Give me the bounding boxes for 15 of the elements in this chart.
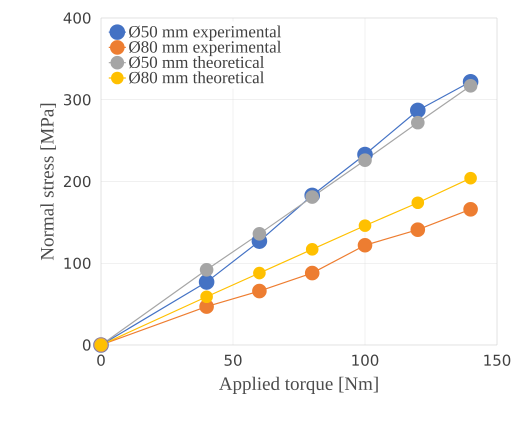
legend-label: Ø80 mm theoretical [129, 71, 264, 84]
x-tick-label: 150 [484, 354, 510, 366]
y-tick-label: 200 [64, 176, 90, 188]
legend-label: Ø50 mm theoretical [129, 56, 264, 68]
y-axis-title: Normal stress [MPa] [40, 104, 56, 260]
y-tick-label: 400 [64, 12, 90, 24]
x-tick-label: 100 [352, 354, 378, 366]
legend-label: Ø80 mm experimental [129, 40, 282, 56]
legend-label: Ø50 mm experimental [129, 25, 282, 41]
y-tick-label: 0 [82, 339, 90, 351]
y-tick-label: 300 [64, 94, 90, 106]
x-tick-label: 50 [224, 354, 242, 366]
y-tick-label: 100 [64, 258, 90, 269]
x-tick-label: 0 [97, 354, 105, 366]
x-axis-title: Applied torque [Nm] [218, 376, 378, 394]
